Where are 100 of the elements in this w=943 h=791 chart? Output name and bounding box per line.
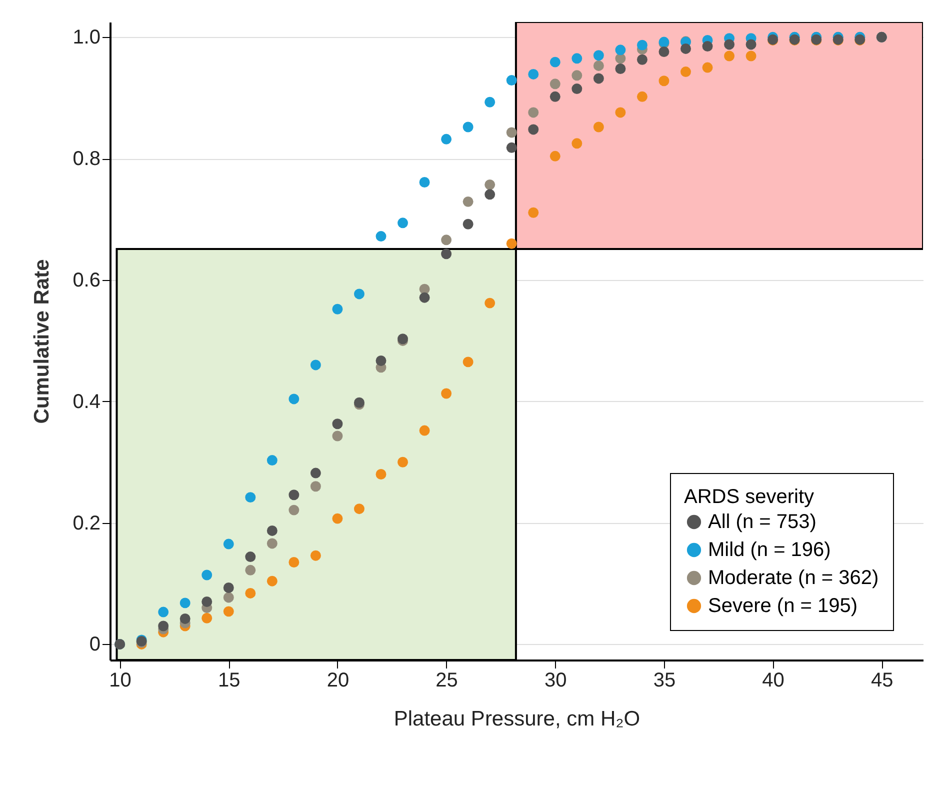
- point: [266, 576, 278, 586]
- point: [506, 142, 517, 153]
- point: [398, 456, 408, 468]
- y-tick-label: 1.0: [72, 26, 100, 49]
- point: [376, 355, 386, 366]
- point: [506, 75, 517, 86]
- point: [484, 96, 496, 108]
- point: [462, 122, 474, 132]
- point: [266, 455, 278, 466]
- point: [332, 513, 343, 524]
- point: [332, 304, 343, 314]
- point: [288, 490, 300, 500]
- legend-label: Moderate (n = 362): [708, 567, 879, 589]
- point: [462, 218, 474, 230]
- legend-label: Mild (n = 196): [708, 539, 831, 561]
- point: [441, 248, 452, 260]
- point: [636, 91, 648, 102]
- point: [223, 592, 234, 603]
- point: [310, 360, 321, 370]
- point: [288, 504, 300, 516]
- point: [202, 612, 212, 624]
- point: [441, 134, 452, 144]
- y-tick-label: 0.4: [72, 390, 100, 413]
- point: [332, 418, 343, 430]
- x-tick-label: 30: [544, 670, 567, 692]
- point: [680, 66, 691, 78]
- point: [245, 492, 256, 503]
- y-axis-title: Cumulative Rate: [30, 259, 54, 424]
- point: [550, 56, 560, 68]
- point: [528, 68, 539, 80]
- point: [724, 50, 735, 62]
- point: [223, 538, 234, 550]
- y-tick-label: 0: [89, 634, 100, 656]
- point: [528, 207, 539, 218]
- point: [636, 54, 648, 65]
- x-axis-title: Plateau Pressure, cm H₂O: [394, 708, 640, 730]
- point: [658, 46, 670, 57]
- legend-label: Severe (n = 195): [708, 595, 858, 617]
- point: [245, 552, 256, 562]
- point: [332, 430, 343, 442]
- point: [724, 39, 735, 50]
- point: [506, 238, 517, 249]
- point: [680, 43, 691, 54]
- legend-label: All (n = 753): [708, 511, 816, 533]
- point: [398, 218, 408, 228]
- x-tick-label: 35: [653, 670, 676, 692]
- point: [506, 127, 517, 138]
- point: [310, 550, 321, 561]
- point: [202, 570, 212, 580]
- x-tick-label: 15: [218, 670, 240, 692]
- point: [441, 388, 452, 399]
- point: [419, 177, 430, 188]
- point: [593, 50, 604, 61]
- legend-title: ARDS severity: [684, 486, 814, 508]
- x-tick-label: 45: [871, 670, 894, 692]
- x-tick-label: 20: [326, 670, 350, 692]
- point: [593, 73, 604, 84]
- point: [462, 356, 474, 368]
- point: [572, 53, 582, 64]
- point: [354, 288, 364, 300]
- point: [484, 179, 496, 190]
- x-tick-label: 25: [436, 670, 458, 692]
- point: [202, 596, 212, 607]
- point: [158, 606, 169, 618]
- point: [266, 538, 278, 549]
- point: [528, 124, 539, 135]
- point: [484, 189, 496, 200]
- point: [615, 44, 626, 56]
- point: [484, 298, 496, 308]
- point: [419, 425, 430, 436]
- point: [441, 234, 452, 246]
- point: [550, 91, 560, 102]
- x-tick-label: 40: [762, 670, 784, 692]
- point: [158, 620, 169, 632]
- point: [376, 231, 386, 242]
- point: [550, 78, 560, 90]
- point: [354, 504, 364, 514]
- point: [462, 196, 474, 207]
- point: [746, 50, 756, 62]
- point: [615, 64, 626, 74]
- point: [528, 107, 539, 118]
- y-tick-label: 0.6: [72, 269, 100, 292]
- point: [288, 394, 300, 404]
- point: [223, 582, 234, 593]
- y-tick-label: 0.2: [72, 512, 100, 534]
- point: [572, 138, 582, 149]
- point: [702, 41, 713, 52]
- point: [245, 588, 256, 598]
- point: [550, 150, 560, 162]
- point: [593, 60, 604, 71]
- point: [245, 564, 256, 576]
- point: [702, 62, 713, 73]
- point: [266, 525, 278, 536]
- point: [180, 613, 190, 624]
- point: [572, 70, 582, 81]
- point: [636, 40, 648, 50]
- point: [180, 598, 190, 608]
- point: [419, 292, 430, 303]
- point: [310, 481, 321, 492]
- point: [746, 39, 756, 50]
